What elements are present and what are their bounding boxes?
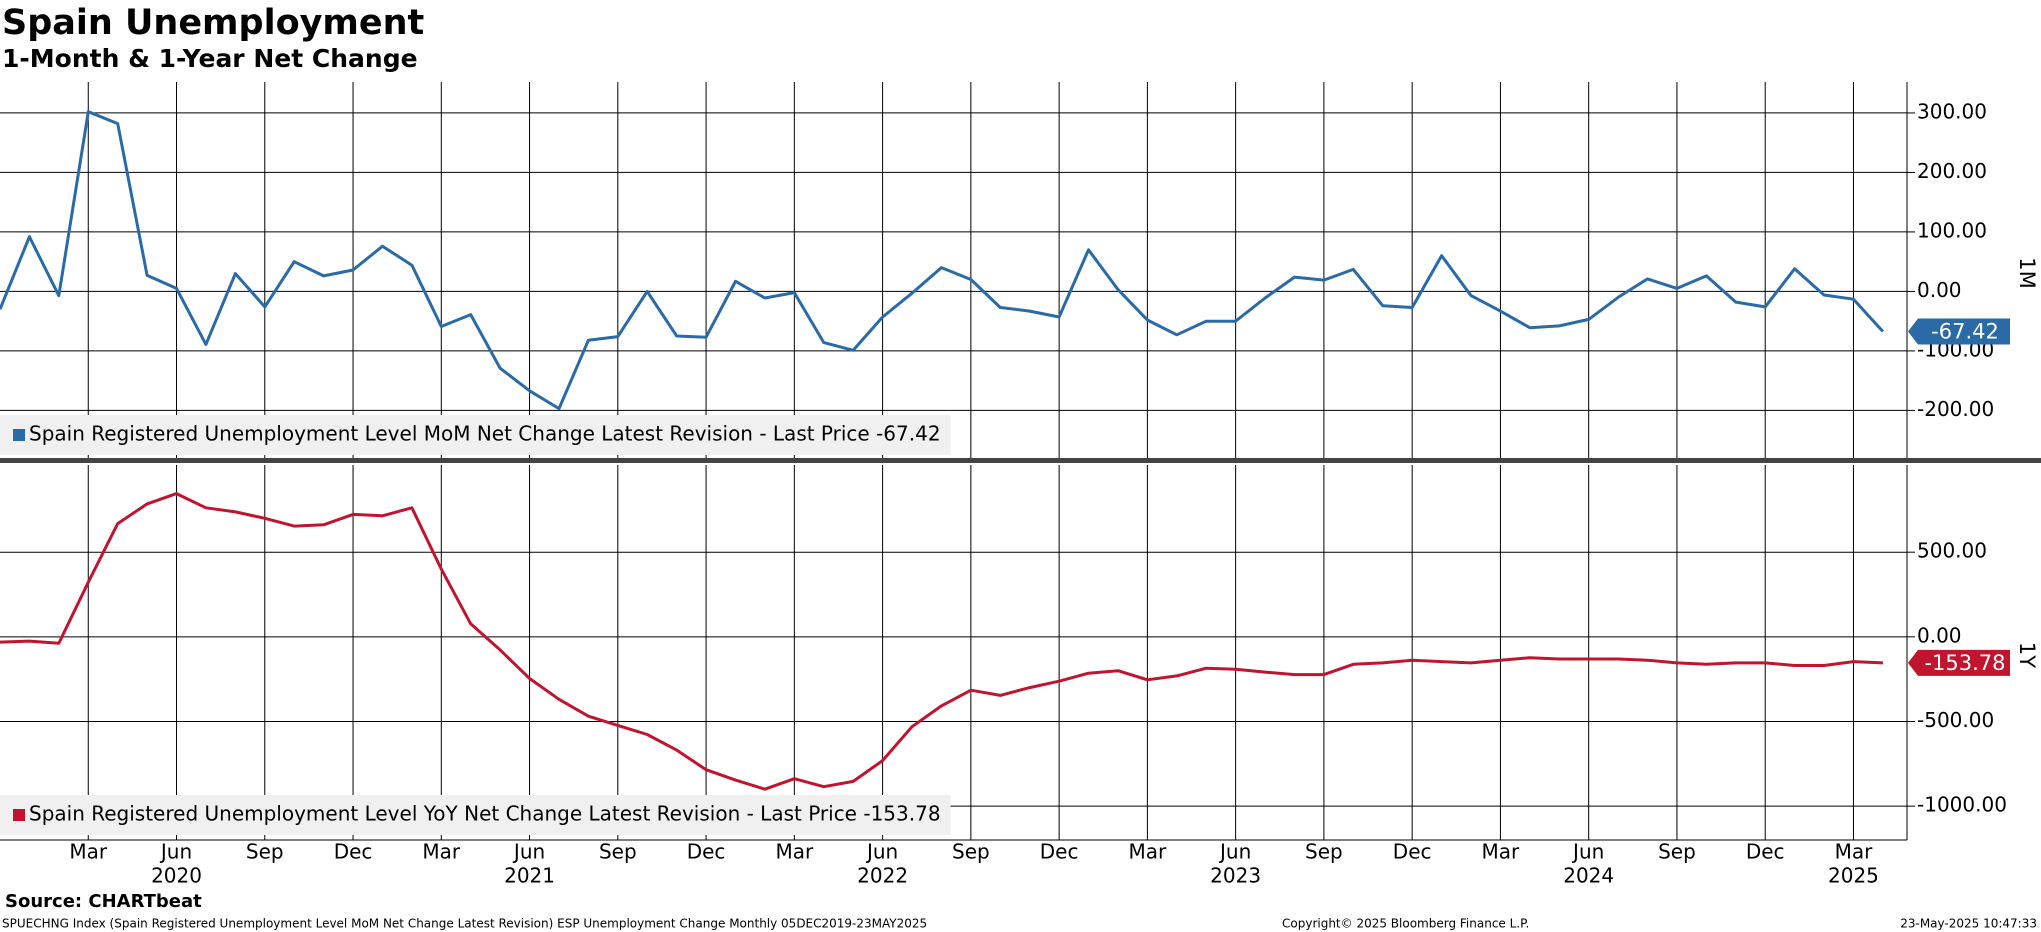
y-tick-label: 200.00	[1917, 159, 1987, 183]
y-tick-label: 0.00	[1917, 278, 1962, 302]
x-tick-label: Dec	[1040, 840, 1079, 864]
x-tick-label: Mar	[1482, 840, 1521, 864]
x-tick-label: Dec	[687, 840, 726, 864]
y-tick-label: 100.00	[1917, 218, 1987, 242]
y-tick-label: 0.00	[1917, 623, 1962, 647]
timestamp: 23-May-2025 10:47:33	[1900, 917, 2037, 931]
chart-title: Spain Unemployment	[2, 3, 424, 43]
axis-label: 1M	[2015, 257, 2039, 288]
y-tick-label: -1000.00	[1917, 793, 2007, 817]
x-tick-label: Sep	[1305, 840, 1343, 864]
last-value-label: -153.78	[1924, 651, 2005, 675]
source: Source: CHARTbeat	[5, 891, 202, 912]
x-tick-label: Mar	[1835, 840, 1874, 864]
x-year-label: 2023	[1210, 864, 1261, 888]
y-tick-label: 500.00	[1917, 539, 1987, 563]
last-value-badge	[1908, 318, 2010, 345]
y-tick-label: -500.00	[1917, 708, 1994, 732]
x-tick-label: Jun	[1218, 840, 1251, 864]
footer-description: SPUECHNG Index (Spain Registered Unemplo…	[2, 917, 927, 931]
x-tick-label: Dec	[1393, 840, 1432, 864]
legend-swatch	[13, 429, 25, 441]
x-year-label: 2024	[1563, 864, 1614, 888]
line-series	[0, 110, 1885, 411]
x-tick-label: Sep	[599, 840, 637, 864]
last-value-badge	[1908, 649, 2010, 676]
chart-subtitle: 1-Month & 1-Year Net Change	[2, 44, 418, 73]
x-tick-label: Mar	[69, 840, 108, 864]
x-year-label: 2020	[151, 864, 202, 888]
x-year-label: 2021	[504, 864, 555, 888]
x-tick-label: Jun	[865, 840, 898, 864]
legend-swatch	[13, 809, 25, 821]
line-series	[0, 492, 1883, 791]
legend-label: Spain Registered Unemployment Level YoY …	[29, 802, 941, 826]
legend-box	[0, 795, 951, 835]
panel-separator	[0, 458, 2041, 463]
x-tick-label: Mar	[1129, 840, 1168, 864]
last-value-label: -67.42	[1931, 320, 1999, 344]
y-tick-label: -200.00	[1917, 397, 1994, 421]
x-tick-label: Sep	[1658, 840, 1696, 864]
legend-box	[0, 415, 951, 455]
x-tick-label: Dec	[1746, 840, 1785, 864]
x-tick-label: Sep	[246, 840, 284, 864]
legend-label: Spain Registered Unemployment Level MoM …	[29, 422, 941, 446]
copyright: Copyright© 2025 Bloomberg Finance L.P.	[1282, 917, 1529, 931]
y-tick-label: 300.00	[1917, 99, 1987, 123]
x-tick-label: Jun	[512, 840, 545, 864]
x-tick-label: Mar	[775, 840, 814, 864]
x-tick-label: Sep	[952, 840, 990, 864]
axis-label: 1Y	[2015, 642, 2039, 668]
x-year-label: 2025	[1828, 864, 1879, 888]
x-year-label: 2022	[857, 864, 908, 888]
x-tick-label: Jun	[159, 840, 192, 864]
x-tick-label: Dec	[334, 840, 373, 864]
x-tick-label: Jun	[1571, 840, 1604, 864]
x-tick-label: Mar	[422, 840, 461, 864]
